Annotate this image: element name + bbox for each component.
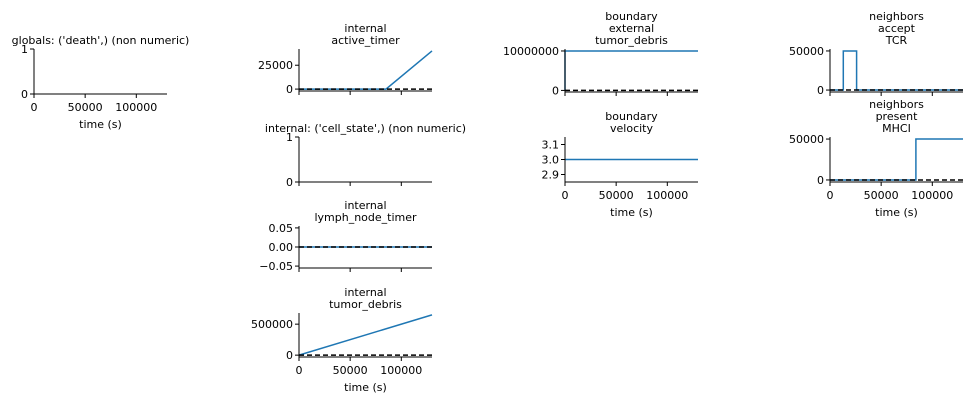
x-tick-label: 100000	[646, 189, 688, 202]
x-tick-label: 0	[31, 101, 38, 114]
x-tick-label: 50000	[599, 189, 634, 202]
data-line	[299, 50, 433, 90]
subplot-title: globals: ('death',) (non numeric)	[12, 34, 190, 47]
y-tick-label: 500000	[251, 318, 293, 331]
subplot-title: present	[876, 110, 919, 123]
x-tick-label: 100000	[911, 189, 953, 202]
x-tick-label: 100000	[115, 101, 157, 114]
x-tick-label: 50000	[68, 101, 103, 114]
subplot-title: tumor_debris	[329, 298, 402, 311]
subplot-1: globals: ('death',) (non numeric) 0 1 0 5000…	[12, 34, 190, 131]
subplot-title: internal	[344, 22, 386, 35]
subplot-title: accept	[878, 22, 916, 35]
subplot-title: neighbors	[869, 98, 924, 111]
y-tick-label: 10000000	[503, 45, 559, 58]
data-line	[830, 138, 963, 181]
x-tick-label: 0	[827, 189, 834, 202]
y-tick-label: 0	[21, 88, 28, 101]
x-axis-label: time (s)	[79, 118, 122, 131]
data-line	[564, 50, 698, 91]
x-axis-label: time (s)	[875, 206, 918, 219]
y-tick-label: 2.9	[542, 169, 560, 182]
y-tick-label: 25000	[258, 59, 293, 72]
subplot-title: internal	[344, 199, 386, 212]
y-tick-label: 0	[286, 349, 293, 362]
subplot-title: external	[609, 22, 654, 35]
y-tick-label: 0	[817, 174, 824, 187]
subplot-title: internal	[344, 286, 386, 299]
x-axis-label: time (s)	[610, 206, 653, 219]
y-tick-label: 0	[286, 83, 293, 96]
y-tick-label: 50000	[789, 45, 824, 58]
subplot-title: MHCI	[882, 122, 911, 135]
x-tick-label: 50000	[333, 364, 368, 377]
y-tick-label: 50000	[789, 133, 824, 146]
data-line	[298, 314, 433, 356]
y-tick-label: 3.1	[542, 139, 560, 152]
x-tick-label: 0	[562, 189, 569, 202]
y-tick-label: 1	[286, 131, 293, 144]
subplot-title: boundary	[605, 10, 658, 23]
x-tick-label: 50000	[864, 189, 899, 202]
y-tick-label: 0.00	[269, 241, 294, 254]
subplot-title: lymph_node_timer	[314, 211, 417, 224]
subplot-title: neighbors	[869, 10, 924, 23]
subplot-title: TCR	[885, 34, 908, 47]
y-tick-label: 0	[552, 84, 559, 97]
subplot-3: internal: ('cell_state',) (non numeric) 0…	[265, 122, 466, 189]
x-axis-label: time (s)	[344, 381, 387, 394]
y-tick-label: 3.0	[542, 154, 560, 167]
subplot-title: internal: ('cell_state',) (non numeric)	[265, 122, 466, 135]
y-tick-label: 0.05	[269, 222, 294, 235]
x-tick-label: 0	[296, 364, 303, 377]
x-tick-label: 100000	[380, 364, 422, 377]
subplot-title: boundary	[605, 110, 658, 123]
y-tick-label: −0.05	[259, 260, 293, 273]
data-line	[830, 50, 963, 91]
y-tick-label: 1	[21, 43, 28, 56]
subplot-title: active_timer	[331, 34, 400, 47]
subplot-title: tumor_debris	[595, 34, 668, 47]
y-tick-label: 0	[286, 176, 293, 189]
subplot-title: velocity	[610, 122, 653, 135]
y-tick-label: 0	[817, 84, 824, 97]
